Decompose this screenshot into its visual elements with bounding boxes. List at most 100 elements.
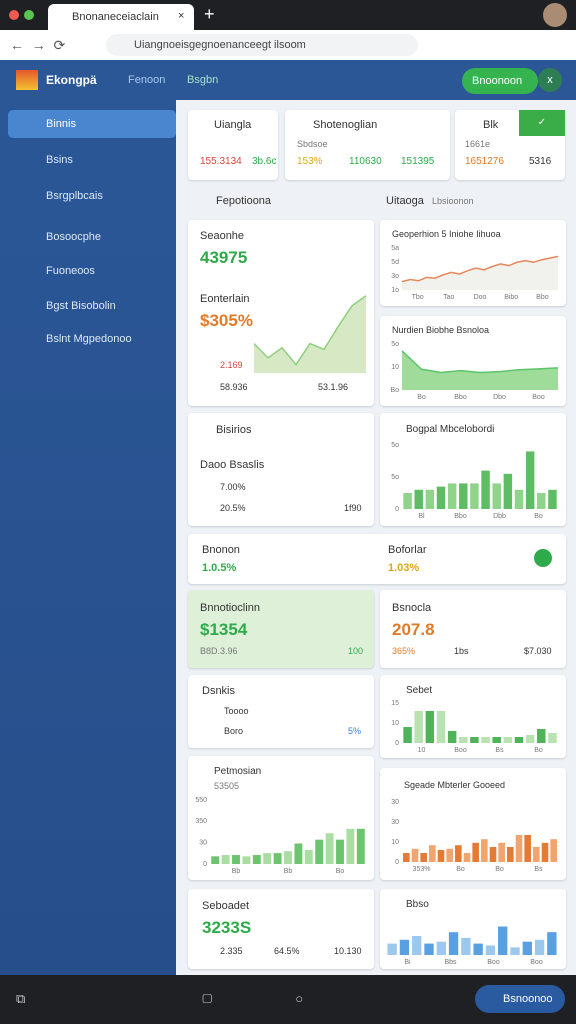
x-axis-label: Bb (232, 868, 241, 875)
bar (447, 483, 457, 509)
bar (537, 493, 546, 509)
y-axis-label: 30 (391, 799, 399, 806)
bar (232, 855, 240, 864)
y-axis-label: 10 (391, 364, 399, 371)
avatar[interactable] (543, 3, 567, 27)
x-axis-label: Doo (474, 294, 487, 301)
chart-card: Bbso Bi Bbs Boo Boo (380, 889, 566, 969)
max-dot[interactable] (24, 10, 34, 20)
menu-item[interactable]: Bgst Bisobolin (46, 300, 116, 312)
logo-icon (16, 70, 38, 90)
x-axis-label: Bs (495, 747, 504, 754)
sidebar: Binnis Bsins Bsrgplbcais Bosoocphe Fuone… (0, 100, 176, 975)
bar (294, 843, 303, 864)
bar (537, 729, 546, 743)
bar (481, 737, 490, 743)
chart-card: Sgeade Mbterler Gooeed 30 30 10 0 353% Bo Bo Bs (380, 768, 566, 880)
y-axis-label: 5o (391, 341, 399, 348)
bar (470, 483, 479, 509)
y-axis-label: 3o (391, 273, 399, 280)
item: $7.030 (524, 646, 552, 656)
menu-item[interactable]: Bsins (46, 154, 73, 166)
metric-card: Seboadet 3233S 2.335 64.5% 10.130 (188, 889, 374, 969)
menu-item[interactable]: Fuoneoos (46, 265, 95, 277)
bar (425, 711, 435, 743)
item: 20.5% (220, 503, 246, 513)
card-subtitle: Sbdsoe (297, 139, 328, 149)
system-icons[interactable]: ⧉ ▢ ○ (16, 991, 304, 1006)
header-button[interactable]: Bnoonoon (462, 68, 538, 94)
bar (387, 943, 397, 955)
stat-value: 151395 (401, 156, 435, 167)
label: Bnnotioclinn (200, 602, 260, 614)
item: 1f90 (344, 503, 362, 513)
bar (503, 473, 513, 509)
bar (481, 470, 490, 509)
x-axis-label: Bo (534, 513, 543, 520)
bar (459, 483, 468, 509)
x-axis-label: Dbo (493, 394, 506, 401)
close-button[interactable]: x (538, 68, 562, 92)
bar (263, 853, 272, 864)
bar (541, 842, 549, 862)
url-field[interactable]: Uiangnoeisgegnoenanceegt ilsoom (106, 34, 418, 56)
menu-item[interactable]: Bslnt Mgpedonoo (46, 333, 132, 345)
chart-card: Sebet 15 10 0 10 Boo Bs Bo (380, 675, 566, 758)
nav-link[interactable]: Bsgbn (187, 74, 219, 86)
bar (436, 711, 446, 743)
new-tab[interactable]: + (204, 4, 215, 24)
bar (492, 483, 501, 509)
bar (325, 833, 334, 864)
y-axis-label: 10 (391, 720, 399, 727)
tab[interactable]: Bnonaneceiaclain × (48, 4, 194, 30)
nav-link[interactable]: Fenoon (128, 74, 166, 86)
value: 207.8 (392, 620, 435, 639)
card-title: Dsnkis (202, 685, 236, 697)
x-axis-label: Tao (443, 294, 454, 301)
label: Eonterlain (200, 293, 250, 305)
stat-value: 1651276 (465, 156, 504, 167)
card-title: Petmosian (214, 766, 262, 777)
menu-item[interactable]: Binnis (46, 118, 76, 130)
y-axis-label: 350 (195, 818, 207, 825)
mini-chart: 15 10 0 10 Boo Bs Bo (391, 700, 557, 754)
x-axis-label: Bbo (454, 394, 467, 401)
bar (492, 737, 501, 743)
y-axis-label: 1o (391, 287, 399, 294)
value: 3233S (202, 918, 252, 937)
bar (472, 842, 479, 862)
card-title: Sgeade Mbterler Gooeed (404, 780, 506, 790)
item: 1bs (454, 646, 469, 656)
logo[interactable]: Ekongpä (46, 73, 97, 87)
footer-button[interactable]: Bsnoonoo (475, 985, 565, 1013)
card-title: Sebet (406, 685, 433, 696)
corner-badge: ✓ (519, 110, 565, 136)
label: Seboadet (202, 900, 250, 912)
card-title: Bbso (406, 899, 429, 910)
item: 53.1.96 (318, 382, 349, 392)
value: 1.03% (388, 562, 420, 574)
close-dot[interactable] (9, 10, 19, 20)
url: Uiangnoeisgegnoenanceegt ilsoom (134, 39, 306, 51)
menu-item[interactable]: Bosoocphe (46, 231, 102, 243)
mini-chart (253, 295, 367, 373)
bar (547, 932, 557, 955)
menu-item[interactable]: Bsrgplbcais (46, 190, 103, 202)
x-axis-label: Bb (284, 868, 293, 875)
nav-buttons[interactable]: ← → ⟳ (10, 37, 66, 53)
bar (211, 856, 220, 864)
bar (514, 737, 524, 743)
item: 64.5% (274, 946, 300, 956)
value: 1.0.5% (202, 562, 237, 574)
tab-close[interactable]: × (178, 10, 185, 22)
line (253, 295, 367, 366)
bar (424, 943, 434, 955)
x-axis-label: Bl (418, 513, 425, 520)
y-axis-label: Bo (390, 387, 399, 394)
bar (425, 489, 435, 509)
chart-card: Petmosian 53505 550 350 30 0 Bb Bb Bo (188, 756, 374, 880)
y-axis-label: 5a (391, 245, 399, 252)
bar (252, 855, 261, 864)
active-item[interactable] (8, 110, 176, 138)
bar (498, 842, 505, 862)
